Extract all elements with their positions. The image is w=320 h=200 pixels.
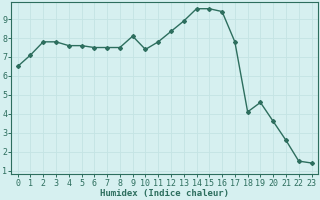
X-axis label: Humidex (Indice chaleur): Humidex (Indice chaleur) (100, 189, 229, 198)
